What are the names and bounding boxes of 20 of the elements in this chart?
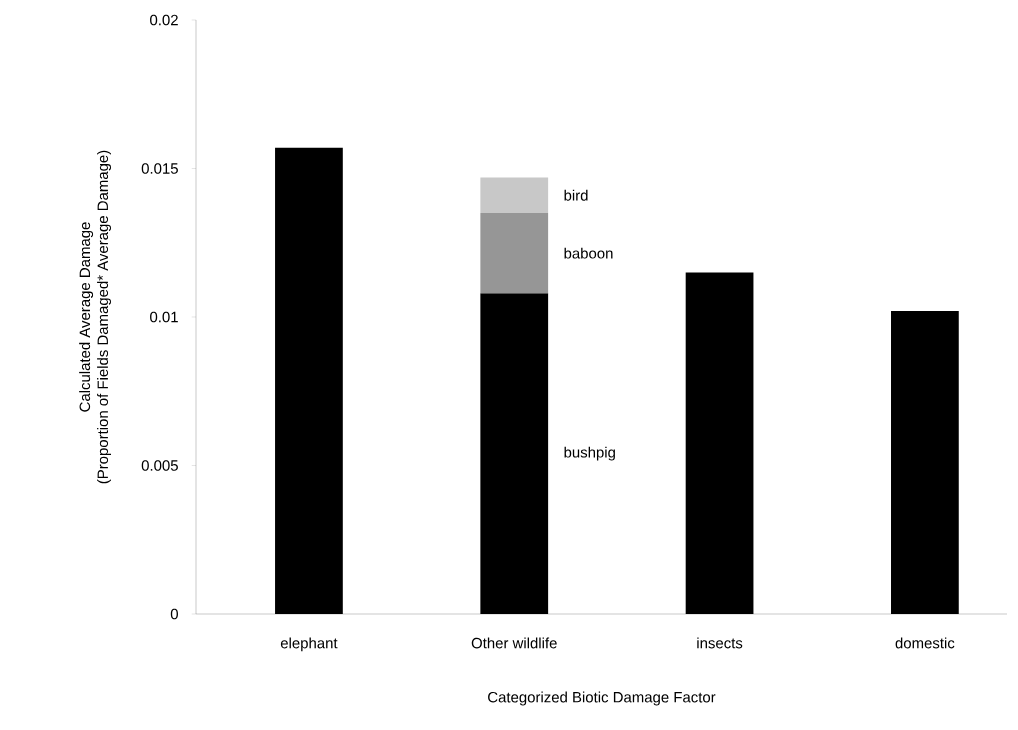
bar bbox=[275, 147, 343, 614]
x-tick-label: insects bbox=[697, 637, 743, 649]
x-tick-label: Other wildlife bbox=[471, 637, 557, 649]
series-label: bushpig bbox=[564, 446, 615, 461]
bar bbox=[480, 213, 549, 294]
bar bbox=[480, 293, 549, 614]
series-label: bird bbox=[564, 189, 588, 201]
x-tick-label: elephant bbox=[280, 637, 338, 652]
bar bbox=[480, 177, 549, 214]
bar bbox=[685, 272, 754, 614]
bar bbox=[891, 311, 959, 614]
series-label: baboon bbox=[564, 247, 613, 259]
x-axis-title: Categorized Biotic Damage Factor bbox=[488, 691, 716, 706]
x-tick-label: domestic bbox=[895, 637, 955, 649]
y-axis-title: Calculated Average Damage (Proportion of Fields Damaged* Average Damage) bbox=[79, 150, 111, 484]
y-tick-label: 0.015 bbox=[141, 163, 178, 174]
y-tick-label: 0.01 bbox=[150, 311, 178, 323]
y-tick-label: 0 bbox=[170, 608, 178, 620]
y-tick-label: 0.005 bbox=[141, 460, 178, 471]
y-tick-label: 0.02 bbox=[150, 14, 178, 26]
